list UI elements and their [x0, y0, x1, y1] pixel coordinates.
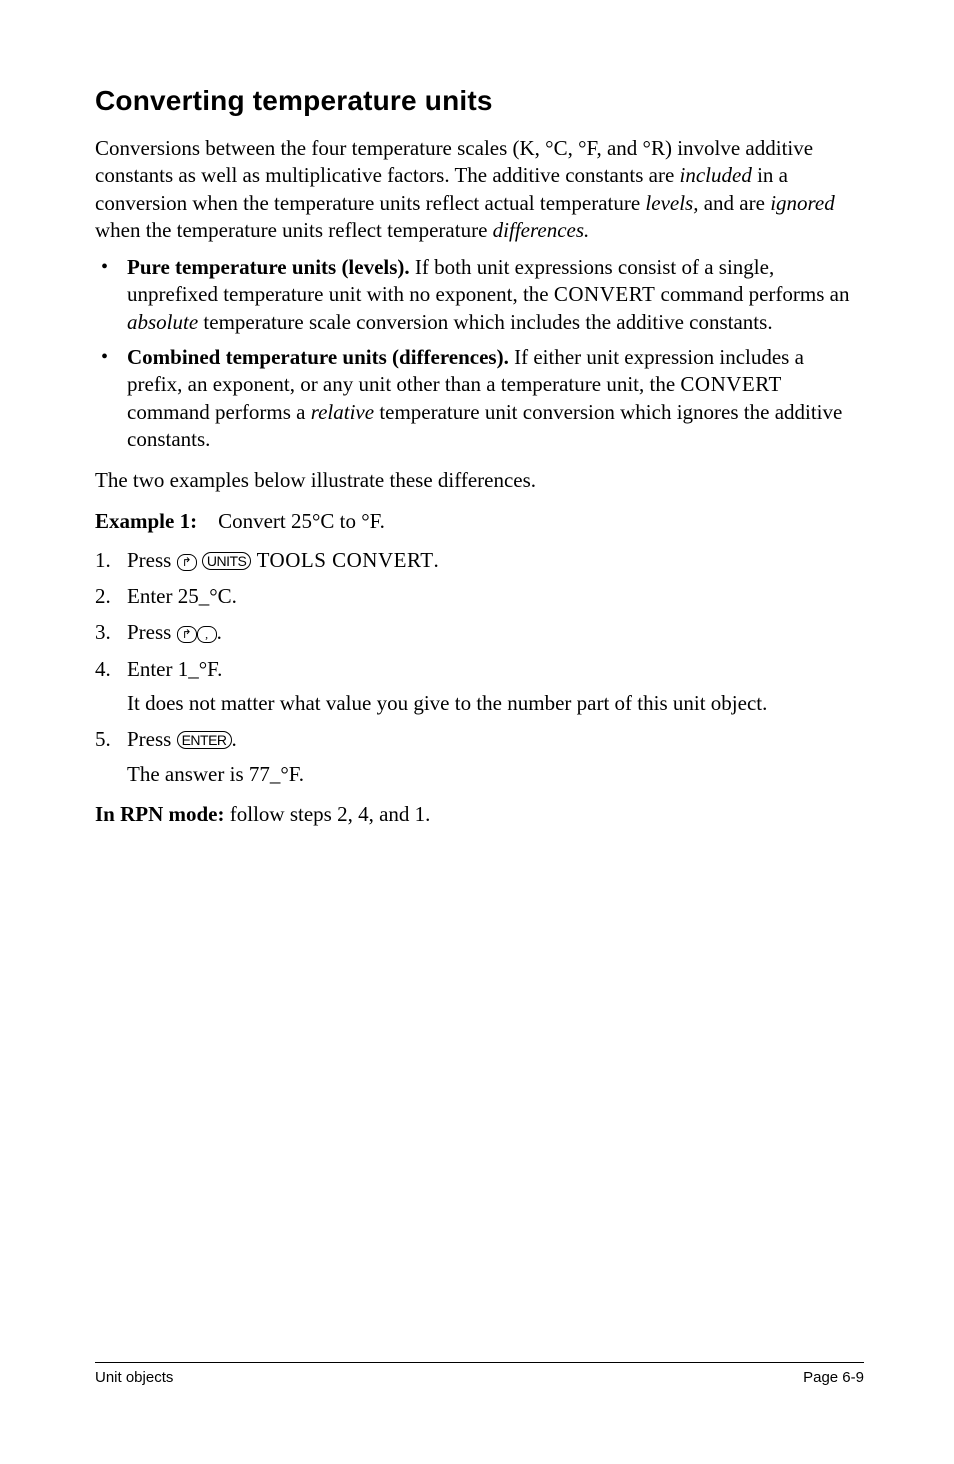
bullet-1-t3: temperature scale conversion which inclu…: [198, 310, 772, 334]
bullet-1-i1: absolute: [127, 310, 198, 334]
section-heading: Converting temperature units: [95, 85, 864, 117]
example-sep: [197, 509, 218, 533]
step-5-note: The answer is 77_°F.: [127, 760, 864, 788]
intro-text-4: when the temperature units reflect tempe…: [95, 218, 493, 242]
bullet-lead-2: Combined temperature units (differences)…: [127, 345, 509, 369]
step-5-pre: Press: [127, 727, 177, 751]
rpn-lead: In RPN mode:: [95, 802, 225, 826]
rpn-line: In RPN mode: follow steps 2, 4, and 1.: [95, 802, 864, 827]
step-2-text: Enter 25_°C.: [127, 584, 237, 608]
bullet-list: Pure temperature units (levels). If both…: [95, 254, 864, 453]
rpn-text: follow steps 2, 4, and 1.: [225, 802, 431, 826]
step-3: Press ↱,.: [95, 618, 864, 646]
shift-key-icon: ↱: [177, 554, 197, 571]
intro-text-3: and are: [698, 191, 770, 215]
example-label: Example 1:: [95, 509, 197, 533]
step-1: Press ↱ UNITS TOOLS CONVERT.: [95, 546, 864, 574]
bullet-1-sc: CONVERT: [554, 282, 655, 306]
step-4: Enter 1_°F. It does not matter what valu…: [95, 655, 864, 718]
bullet-2-i1: relative: [311, 400, 374, 424]
comma-key: ,: [197, 626, 217, 643]
intro-italic-3: ignored: [770, 191, 835, 215]
footer-right: Page 6-9: [803, 1369, 864, 1386]
intro-paragraph: Conversions between the four temperature…: [95, 135, 864, 244]
intro-italic-4: differences.: [493, 218, 590, 242]
step-1-tail: .: [434, 548, 439, 572]
bullet-2-t2: command performs a: [127, 400, 311, 424]
bullet-1-t2: command performs an: [655, 282, 849, 306]
illustrate-text: The two examples below illustrate these …: [95, 467, 864, 494]
step-4-text: Enter 1_°F.: [127, 657, 222, 681]
units-key: UNITS: [202, 552, 252, 570]
step-3-pre: Press: [127, 620, 177, 644]
step-2: Enter 25_°C.: [95, 582, 864, 610]
bullet-2-sc: CONVERT: [680, 372, 781, 396]
bullet-combined: Combined temperature units (differences)…: [95, 344, 864, 453]
shift-key-icon-2: ↱: [177, 626, 197, 643]
step-1-sc: TOOLS CONVERT: [257, 548, 434, 572]
bullet-pure: Pure temperature units (levels). If both…: [95, 254, 864, 336]
example-line: Example 1: Convert 25°C to °F.: [95, 509, 864, 534]
step-5-post: .: [232, 727, 237, 751]
steps-list: Press ↱ UNITS TOOLS CONVERT. Enter 25_°C…: [95, 546, 864, 788]
example-text: Convert 25°C to °F.: [218, 509, 385, 533]
bullet-lead-1: Pure temperature units (levels).: [127, 255, 410, 279]
footer-left: Unit objects: [95, 1369, 173, 1386]
page-body: Converting temperature units Conversions…: [0, 0, 954, 827]
page-footer: Unit objects Page 6-9: [95, 1362, 864, 1386]
intro-italic-2: levels,: [645, 191, 698, 215]
enter-key: ENTER: [177, 731, 232, 749]
step-5: Press ENTER. The answer is 77_°F.: [95, 725, 864, 788]
step-1-pre: Press: [127, 548, 177, 572]
step-3-post: .: [217, 620, 222, 644]
intro-italic-1: included: [680, 163, 752, 187]
step-4-note: It does not matter what value you give t…: [127, 689, 864, 717]
